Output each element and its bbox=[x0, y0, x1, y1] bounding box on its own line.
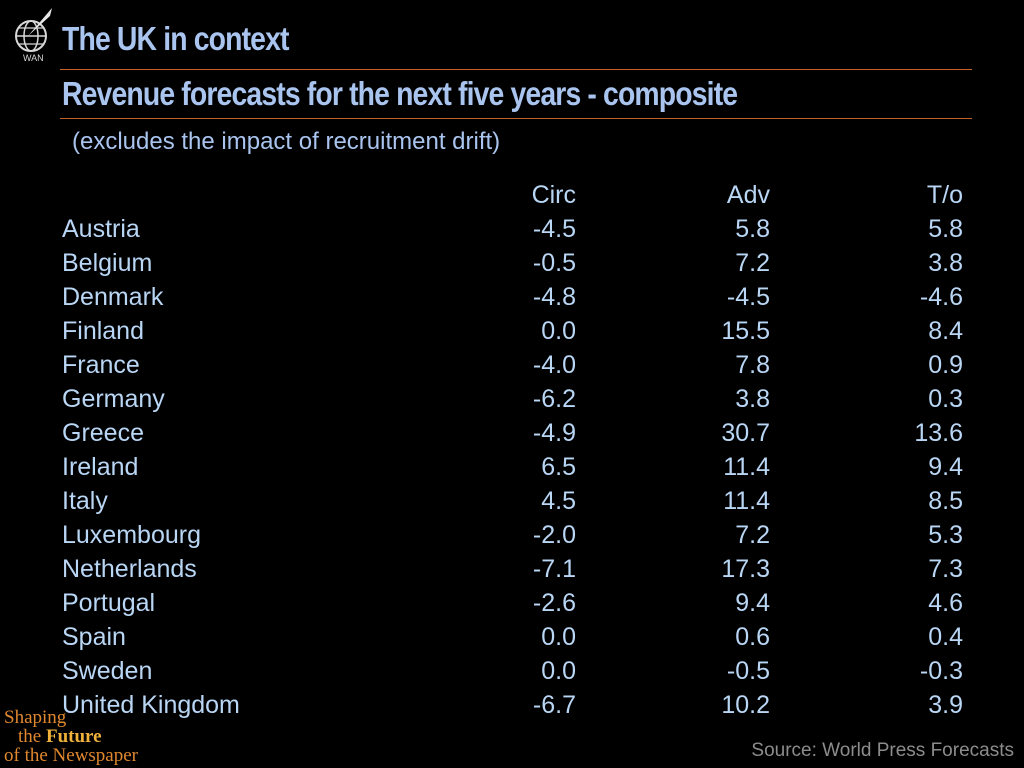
circ-cell: -4.9 bbox=[532, 418, 576, 447]
table-row: Spain 0.0 0.6 0.4 bbox=[62, 620, 963, 654]
country-cell: Germany bbox=[62, 384, 165, 413]
to-cell: 5.3 bbox=[928, 520, 963, 549]
circ-cell: 4.5 bbox=[541, 486, 576, 515]
page-title: The UK in context bbox=[62, 20, 289, 57]
circ-cell: -0.5 bbox=[532, 248, 576, 277]
to-cell: 9.4 bbox=[928, 452, 963, 481]
circ-cell: -6.2 bbox=[532, 384, 576, 413]
country-cell: Luxembourg bbox=[62, 520, 201, 549]
to-cell: 8.4 bbox=[928, 316, 963, 345]
country-cell: Finland bbox=[62, 316, 144, 345]
country-cell: Belgium bbox=[62, 248, 153, 277]
table-row: Austria -4.5 5.8 5.8 bbox=[62, 212, 963, 246]
to-cell: 3.9 bbox=[928, 690, 963, 719]
to-cell: 5.8 bbox=[928, 214, 963, 243]
circ-cell: -7.1 bbox=[532, 554, 576, 583]
column-header-to: T/o bbox=[926, 180, 963, 209]
circ-cell: -4.0 bbox=[532, 350, 576, 379]
circ-cell: 0.0 bbox=[541, 656, 576, 685]
circ-cell: -4.8 bbox=[532, 282, 576, 311]
to-cell: 4.6 bbox=[928, 588, 963, 617]
slogan-line-2-prefix: the bbox=[18, 726, 46, 747]
table-row: Denmark -4.8 -4.5 -4.6 bbox=[62, 280, 963, 314]
to-cell: 0.9 bbox=[928, 350, 963, 379]
slogan-line-1: Shaping bbox=[4, 707, 67, 728]
adv-cell: 0.6 bbox=[735, 622, 770, 651]
source-note: Source: World Press Forecasts bbox=[751, 740, 1014, 761]
slogan-future: Future bbox=[45, 726, 102, 747]
table-row: Netherlands -7.1 17.3 7.3 bbox=[62, 552, 963, 586]
adv-cell: -4.5 bbox=[726, 282, 770, 311]
adv-cell: 7.8 bbox=[735, 350, 770, 379]
circ-cell: -2.6 bbox=[532, 588, 576, 617]
to-cell: 13.6 bbox=[914, 418, 963, 447]
to-cell: 3.8 bbox=[928, 248, 963, 277]
logo-text: WAN bbox=[23, 53, 44, 63]
circ-cell: 6.5 bbox=[541, 452, 576, 481]
country-cell: United Kingdom bbox=[62, 690, 240, 719]
country-cell: Spain bbox=[62, 622, 126, 651]
wan-logo: WAN bbox=[10, 6, 56, 64]
circ-cell: -4.5 bbox=[532, 214, 576, 243]
adv-cell: 7.2 bbox=[735, 248, 770, 277]
forecast-table: Circ Adv T/o Austria -4.5 5.8 5.8 Belgium -0.… bbox=[62, 178, 963, 722]
table-row: Portugal -2.6 9.4 4.6 bbox=[62, 586, 963, 620]
adv-cell: 3.8 bbox=[735, 384, 770, 413]
page-subtitle: Revenue forecasts for the next five year… bbox=[62, 75, 738, 112]
country-cell: France bbox=[62, 350, 140, 379]
to-cell: 8.5 bbox=[928, 486, 963, 515]
adv-cell: 15.5 bbox=[721, 316, 770, 345]
title-divider bbox=[60, 69, 972, 70]
circ-cell: 0.0 bbox=[541, 316, 576, 345]
circ-cell: -2.0 bbox=[532, 520, 576, 549]
to-cell: 0.4 bbox=[928, 622, 963, 651]
country-cell: Netherlands bbox=[62, 554, 197, 583]
adv-cell: 5.8 bbox=[735, 214, 770, 243]
table-row: Ireland 6.5 11.4 9.4 bbox=[62, 450, 963, 484]
circ-cell: 0.0 bbox=[541, 622, 576, 651]
country-cell: Italy bbox=[62, 486, 108, 515]
country-cell: Denmark bbox=[62, 282, 164, 311]
column-header-adv: Adv bbox=[726, 180, 770, 209]
table-row: Belgium -0.5 7.2 3.8 bbox=[62, 246, 963, 280]
table-row: Sweden 0.0 -0.5 -0.3 bbox=[62, 654, 963, 688]
shaping-the-future-slogan: Shaping the Future of the Newspaper bbox=[4, 708, 138, 765]
table-row: Luxembourg -2.0 7.2 5.3 bbox=[62, 518, 963, 552]
to-cell: 0.3 bbox=[928, 384, 963, 413]
adv-cell: 30.7 bbox=[721, 418, 770, 447]
adv-cell: 11.4 bbox=[723, 452, 770, 481]
slogan-line-3: of the Newspaper bbox=[4, 745, 139, 766]
column-header-circ: Circ bbox=[531, 180, 576, 209]
table-row: Italy 4.5 11.4 8.5 bbox=[62, 484, 963, 518]
to-cell: -0.3 bbox=[919, 656, 963, 685]
to-cell: -4.6 bbox=[919, 282, 963, 311]
to-cell: 7.3 bbox=[928, 554, 963, 583]
adv-cell: 10.2 bbox=[721, 690, 770, 719]
country-cell: Ireland bbox=[62, 452, 139, 481]
adv-cell: 11.4 bbox=[723, 486, 770, 515]
table-row: Greece -4.9 30.7 13.6 bbox=[62, 416, 963, 450]
globe-quill-icon: WAN bbox=[15, 8, 52, 63]
adv-cell: 7.2 bbox=[735, 520, 770, 549]
country-cell: Austria bbox=[62, 214, 140, 243]
table-note: (excludes the impact of recruitment drif… bbox=[72, 128, 501, 155]
subtitle-divider bbox=[60, 118, 972, 119]
table-row: France -4.0 7.8 0.9 bbox=[62, 348, 963, 382]
table-row: United Kingdom -6.7 10.2 3.9 bbox=[62, 688, 963, 722]
country-cell: Portugal bbox=[62, 588, 156, 617]
adv-cell: 17.3 bbox=[721, 554, 770, 583]
country-cell: Greece bbox=[62, 418, 144, 447]
country-cell: Sweden bbox=[62, 656, 153, 685]
table-row: Germany -6.2 3.8 0.3 bbox=[62, 382, 963, 416]
circ-cell: -6.7 bbox=[532, 690, 576, 719]
table-row: Finland 0.0 15.5 8.4 bbox=[62, 314, 963, 348]
table-header-row: Circ Adv T/o bbox=[62, 178, 963, 212]
adv-cell: 9.4 bbox=[735, 588, 770, 617]
adv-cell: -0.5 bbox=[726, 656, 770, 685]
